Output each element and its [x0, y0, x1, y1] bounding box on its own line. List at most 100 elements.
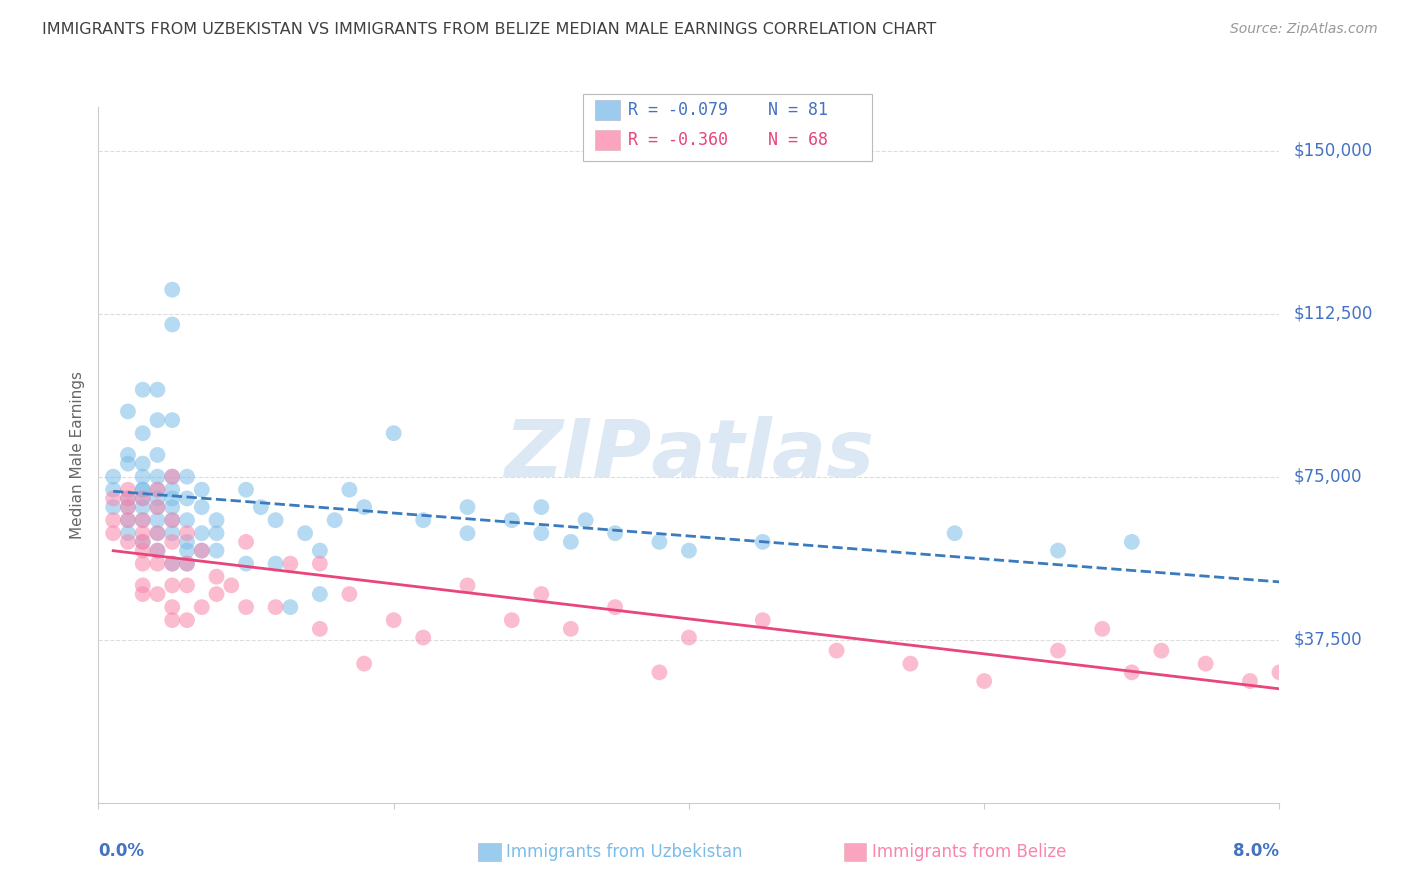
Point [132, 500, 155, 514]
Point [530, 526, 553, 541]
Point [176, 513, 198, 527]
Point [176, 543, 198, 558]
Point [117, 448, 139, 462]
Point [235, 557, 257, 571]
Point [264, 557, 287, 571]
Point [162, 513, 183, 527]
Point [132, 457, 155, 471]
Point [146, 500, 169, 514]
Point [235, 483, 257, 497]
Point [146, 483, 169, 497]
Point [117, 457, 139, 471]
Point [162, 526, 183, 541]
Text: $75,000: $75,000 [1294, 467, 1362, 485]
Point [323, 513, 346, 527]
Point [1194, 657, 1216, 671]
Point [162, 535, 183, 549]
Point [132, 469, 155, 483]
Text: R = -0.360    N = 68: R = -0.360 N = 68 [628, 131, 828, 149]
Point [117, 526, 139, 541]
Point [162, 557, 183, 571]
Point [1268, 665, 1291, 680]
Point [162, 500, 183, 514]
Point [751, 535, 773, 549]
Point [132, 557, 155, 571]
Point [162, 613, 183, 627]
Point [117, 500, 139, 514]
Point [205, 526, 228, 541]
Point [162, 578, 183, 592]
Point [162, 491, 183, 506]
Point [117, 513, 139, 527]
Point [162, 513, 183, 527]
Point [1239, 674, 1261, 689]
Point [162, 413, 183, 427]
Point [235, 600, 257, 615]
Point [103, 491, 124, 506]
Point [456, 500, 478, 514]
Point [353, 500, 375, 514]
Point [132, 483, 155, 497]
Point [235, 535, 257, 549]
Point [530, 587, 553, 601]
Point [382, 613, 405, 627]
Point [264, 513, 287, 527]
Point [205, 543, 228, 558]
Point [176, 469, 198, 483]
Point [605, 600, 627, 615]
Point [278, 600, 301, 615]
Point [162, 469, 183, 483]
Point [353, 657, 375, 671]
Point [560, 622, 582, 636]
Point [146, 483, 169, 497]
Point [146, 500, 169, 514]
Point [176, 578, 198, 592]
Point [250, 500, 273, 514]
Point [898, 657, 921, 671]
Point [825, 643, 848, 657]
Point [117, 500, 139, 514]
Point [337, 483, 360, 497]
Point [1150, 643, 1173, 657]
Point [219, 578, 242, 592]
Point [943, 526, 966, 541]
Point [132, 491, 155, 506]
Point [456, 526, 478, 541]
Point [162, 283, 183, 297]
Point [176, 557, 198, 571]
Text: $112,500: $112,500 [1294, 304, 1372, 323]
Point [146, 491, 169, 506]
Point [205, 570, 228, 584]
Point [205, 587, 228, 601]
Point [176, 491, 198, 506]
Point [103, 526, 124, 541]
Point [146, 526, 169, 541]
Y-axis label: Median Male Earnings: Median Male Earnings [70, 371, 86, 539]
Point [117, 513, 139, 527]
Point [132, 491, 155, 506]
Point [132, 535, 155, 549]
Point [191, 600, 214, 615]
Point [146, 448, 169, 462]
Point [132, 535, 155, 549]
Text: R = -0.079    N = 81: R = -0.079 N = 81 [628, 101, 828, 119]
Point [1091, 622, 1114, 636]
Point [205, 513, 228, 527]
Point [103, 500, 124, 514]
Text: ZIP​atlas: ZIP​atlas [503, 416, 875, 494]
Point [146, 469, 169, 483]
Point [308, 587, 332, 601]
Point [132, 526, 155, 541]
Point [501, 513, 523, 527]
Point [412, 631, 434, 645]
Point [1298, 657, 1320, 671]
Point [162, 600, 183, 615]
Point [132, 543, 155, 558]
Point [176, 535, 198, 549]
Text: $150,000: $150,000 [1294, 142, 1372, 160]
Text: IMMIGRANTS FROM UZBEKISTAN VS IMMIGRANTS FROM BELIZE MEDIAN MALE EARNINGS CORREL: IMMIGRANTS FROM UZBEKISTAN VS IMMIGRANTS… [42, 22, 936, 37]
Point [973, 674, 995, 689]
Point [146, 513, 169, 527]
Text: Source: ZipAtlas.com: Source: ZipAtlas.com [1230, 22, 1378, 37]
Point [308, 622, 332, 636]
